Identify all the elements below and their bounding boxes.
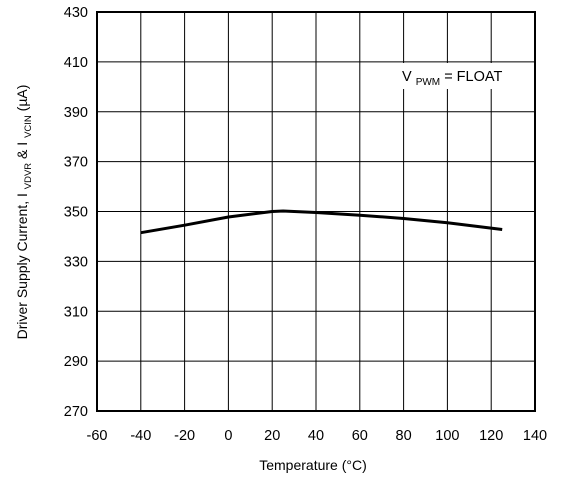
y-tick-label: 430	[64, 5, 88, 21]
y-tick-label: 270	[64, 404, 88, 420]
annotation-main: V	[402, 69, 412, 85]
x-tick-label: 20	[264, 428, 280, 444]
annotation-rest: = FLOAT	[444, 69, 502, 85]
annotation-sub: PWM	[416, 77, 440, 88]
y-axis-label-sub1: VDVR	[23, 163, 34, 190]
x-tick-labels: -60 -40 -20 0 20 40 60 80 100 120 140	[87, 428, 548, 444]
y-tick-label: 330	[64, 254, 88, 270]
x-tick-label: 120	[479, 428, 503, 444]
annotation-background	[391, 63, 534, 89]
annotation: V PWM = FLOAT	[391, 63, 534, 89]
y-axis-label-sub2: VCIN	[23, 115, 34, 138]
x-tick-label: 0	[224, 428, 232, 444]
x-tick-label: 100	[435, 428, 459, 444]
y-tick-label: 410	[64, 55, 88, 71]
y-axis-label: Driver Supply Current, I VDVR & I VCIN (…	[14, 85, 34, 340]
y-tick-label: 290	[64, 354, 88, 370]
plot-frame	[96, 11, 536, 412]
x-axis-label: Temperature (°C)	[259, 457, 367, 473]
x-tick-label: 80	[396, 428, 412, 444]
x-tick-label: 140	[523, 428, 547, 444]
y-tick-label: 390	[64, 105, 88, 121]
y-tick-labels: 270 290 310 330 350 370 390 410 430	[64, 5, 88, 420]
x-tick-label: -40	[130, 428, 151, 444]
y-axis-label-middle: & I	[14, 142, 30, 159]
x-tick-label: -60	[87, 428, 108, 444]
y-tick-label: 310	[64, 304, 88, 320]
annotation-text: V PWM = FLOAT	[402, 69, 502, 89]
x-tick-label: -20	[174, 428, 195, 444]
x-tick-label: 60	[352, 428, 368, 444]
series-group	[140, 209, 503, 235]
series-line	[140, 209, 503, 235]
y-tick-label: 370	[64, 155, 88, 171]
y-tick-label: 350	[64, 205, 88, 221]
y-axis-label-prefix: Driver Supply Current, I	[14, 193, 30, 339]
y-axis-label-suffix: (µA)	[14, 85, 30, 112]
x-tick-label: 40	[308, 428, 324, 444]
